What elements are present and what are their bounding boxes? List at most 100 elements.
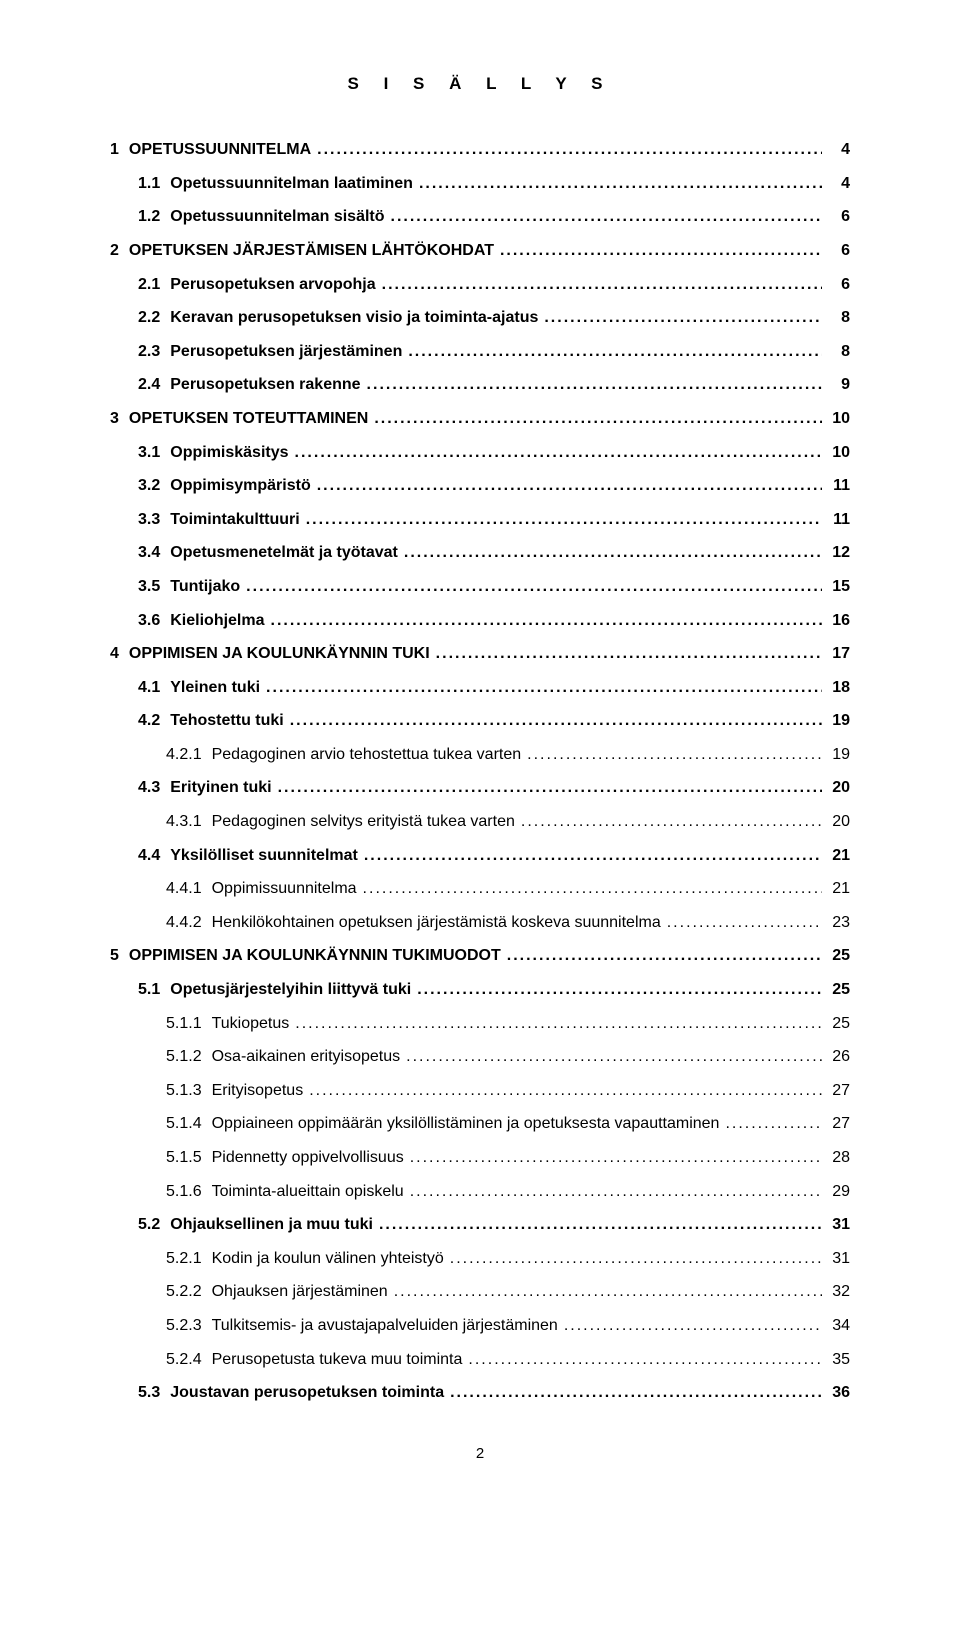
toc-entry-label: Joustavan perusopetuksen toiminta (170, 1380, 450, 1406)
toc-leader-dots (246, 574, 822, 600)
toc-row: 5OPPIMISEN JA KOULUNKÄYNNIN TUKIMUODOT 25 (110, 943, 850, 969)
toc-entry-number: 1.1 (138, 171, 170, 197)
toc-entry-page: 19 (822, 708, 850, 734)
toc-entry-page: 27 (822, 1078, 850, 1104)
toc-entry-number: 2.1 (138, 272, 170, 298)
toc-leader-dots (527, 742, 822, 768)
toc-entry-number: 3.5 (138, 574, 170, 600)
toc-entry-number: 3.2 (138, 473, 170, 499)
toc-entry-label: Tehostettu tuki (170, 708, 289, 734)
toc-entry-page: 21 (822, 843, 850, 869)
toc-entry-number: 5.1.4 (166, 1111, 212, 1137)
toc-entry-page: 20 (822, 809, 850, 835)
toc-entry-page: 4 (822, 171, 850, 197)
toc-row: 1OPETUSSUUNNITELMA4 (110, 137, 850, 163)
toc-entry-label: Osa-aikainen erityisopetus (212, 1044, 407, 1070)
toc-entry-page: 17 (822, 641, 850, 667)
toc-entry-page: 4 (822, 137, 850, 163)
toc-leader-dots (419, 171, 822, 197)
toc-row: 4.1Yleinen tuki18 (110, 675, 850, 701)
toc-leader-dots (507, 943, 822, 969)
toc-entry-label: Keravan perusopetuksen visio ja toiminta… (170, 305, 544, 331)
toc-entry-number: 5.1.1 (166, 1011, 212, 1037)
toc-entry-page: 11 (822, 507, 850, 533)
toc-row: 5.1Opetusjärjestelyihin liittyvä tuki 25 (110, 977, 850, 1003)
toc-row: 1.1Opetussuunnitelman laatiminen 4 (110, 171, 850, 197)
toc-entry-page: 20 (822, 775, 850, 801)
toc-entry-page: 31 (822, 1246, 850, 1272)
toc-entry-page: 10 (822, 440, 850, 466)
toc-entry-label: Erityinen tuki (170, 775, 277, 801)
toc-row: 5.1.2Osa-aikainen erityisopetus26 (110, 1044, 850, 1070)
toc-entry-page: 28 (822, 1145, 850, 1171)
toc-entry-number: 4.3 (138, 775, 170, 801)
toc-entry-label: Tuntijako (170, 574, 246, 600)
toc-entry-number: 5.3 (138, 1380, 170, 1406)
toc-entry-page: 8 (822, 305, 850, 331)
toc-entry-label: OPETUKSEN TOTEUTTAMINEN (129, 406, 374, 432)
toc-leader-dots (408, 339, 822, 365)
toc-row: 4.3Erityinen tuki 20 (110, 775, 850, 801)
toc-entry-page: 9 (822, 372, 850, 398)
table-of-contents: 1OPETUSSUUNNITELMA4 1.1Opetussuunnitelman… (110, 137, 850, 1406)
toc-entry-page: 25 (822, 943, 850, 969)
toc-row: 4.4.2Henkilökohtainen opetuksen järjestä… (110, 910, 850, 936)
toc-entry-label: Oppimisympäristö (170, 473, 316, 499)
toc-row: 4.2Tehostettu tuki19 (110, 708, 850, 734)
toc-entry-page: 15 (822, 574, 850, 600)
toc-row: 2.2Keravan perusopetuksen visio ja toimi… (110, 305, 850, 331)
toc-row: 4.3.1Pedagoginen selvitys erityistä tuke… (110, 809, 850, 835)
toc-entry-number: 5.1 (138, 977, 170, 1003)
toc-leader-dots (271, 608, 823, 634)
toc-leader-dots (436, 641, 822, 667)
toc-row: 2.3Perusopetuksen järjestäminen8 (110, 339, 850, 365)
toc-entry-page: 27 (822, 1111, 850, 1137)
toc-entry-number: 3.3 (138, 507, 170, 533)
toc-entry-page: 10 (822, 406, 850, 432)
toc-row: 5.2Ohjauksellinen ja muu tuki31 (110, 1212, 850, 1238)
toc-entry-number: 5.2.4 (166, 1347, 212, 1373)
toc-entry-number: 4.2.1 (166, 742, 212, 768)
toc-entry-number: 4.4.1 (166, 876, 212, 902)
toc-entry-label: Tulkitsemis- ja avustajapalveluiden järj… (212, 1313, 564, 1339)
toc-entry-number: 5 (110, 943, 129, 969)
toc-entry-label: Toiminta-alueittain opiskelu (212, 1179, 410, 1205)
toc-entry-label: OPETUKSEN JÄRJESTÄMISEN LÄHTÖKOHDAT (129, 238, 500, 264)
toc-entry-label: Opetusmenetelmät ja työtavat (170, 540, 404, 566)
toc-leader-dots (450, 1246, 822, 1272)
toc-entry-number: 5.1.6 (166, 1179, 212, 1205)
toc-entry-label: Perusopetuksen arvopohja (170, 272, 381, 298)
toc-entry-label: OPPIMISEN JA KOULUNKÄYNNIN TUKI (129, 641, 436, 667)
toc-row: 5.1.6Toiminta-alueittain opiskelu29 (110, 1179, 850, 1205)
toc-leader-dots (367, 372, 822, 398)
toc-entry-label: Pedagoginen selvitys erityistä tukea var… (212, 809, 521, 835)
toc-entry-number: 2.4 (138, 372, 170, 398)
toc-entry-page: 6 (822, 204, 850, 230)
toc-leader-dots (266, 675, 822, 701)
toc-row: 2.1Perusopetuksen arvopohja6 (110, 272, 850, 298)
toc-entry-label: Ohjauksellinen ja muu tuki (170, 1212, 379, 1238)
toc-row: 5.2.2Ohjauksen järjestäminen32 (110, 1279, 850, 1305)
toc-entry-page: 32 (822, 1279, 850, 1305)
toc-leader-dots (379, 1212, 822, 1238)
toc-entry-page: 34 (822, 1313, 850, 1339)
toc-leader-dots (382, 272, 822, 298)
toc-entry-page: 25 (822, 977, 850, 1003)
toc-entry-page: 16 (822, 608, 850, 634)
toc-leader-dots (295, 1011, 822, 1037)
toc-leader-dots (391, 204, 822, 230)
toc-entry-number: 3.1 (138, 440, 170, 466)
toc-leader-dots (406, 1044, 822, 1070)
toc-row: 1.2Opetussuunnitelman sisältö6 (110, 204, 850, 230)
toc-leader-dots (317, 137, 822, 163)
toc-leader-dots (295, 440, 822, 466)
toc-entry-label: Opetusjärjestelyihin liittyvä tuki (170, 977, 417, 1003)
toc-entry-label: OPPIMISEN JA KOULUNKÄYNNIN TUKIMUODOT (129, 943, 507, 969)
toc-row: 5.1.4Oppiaineen oppimäärän yksilöllistäm… (110, 1111, 850, 1137)
toc-entry-label: Tukiopetus (212, 1011, 296, 1037)
toc-leader-dots (317, 473, 822, 499)
toc-entry-page: 36 (822, 1380, 850, 1406)
toc-leader-dots (404, 540, 822, 566)
toc-row: 5.3Joustavan perusopetuksen toiminta 36 (110, 1380, 850, 1406)
toc-entry-label: Opetussuunnitelman laatiminen (170, 171, 419, 197)
